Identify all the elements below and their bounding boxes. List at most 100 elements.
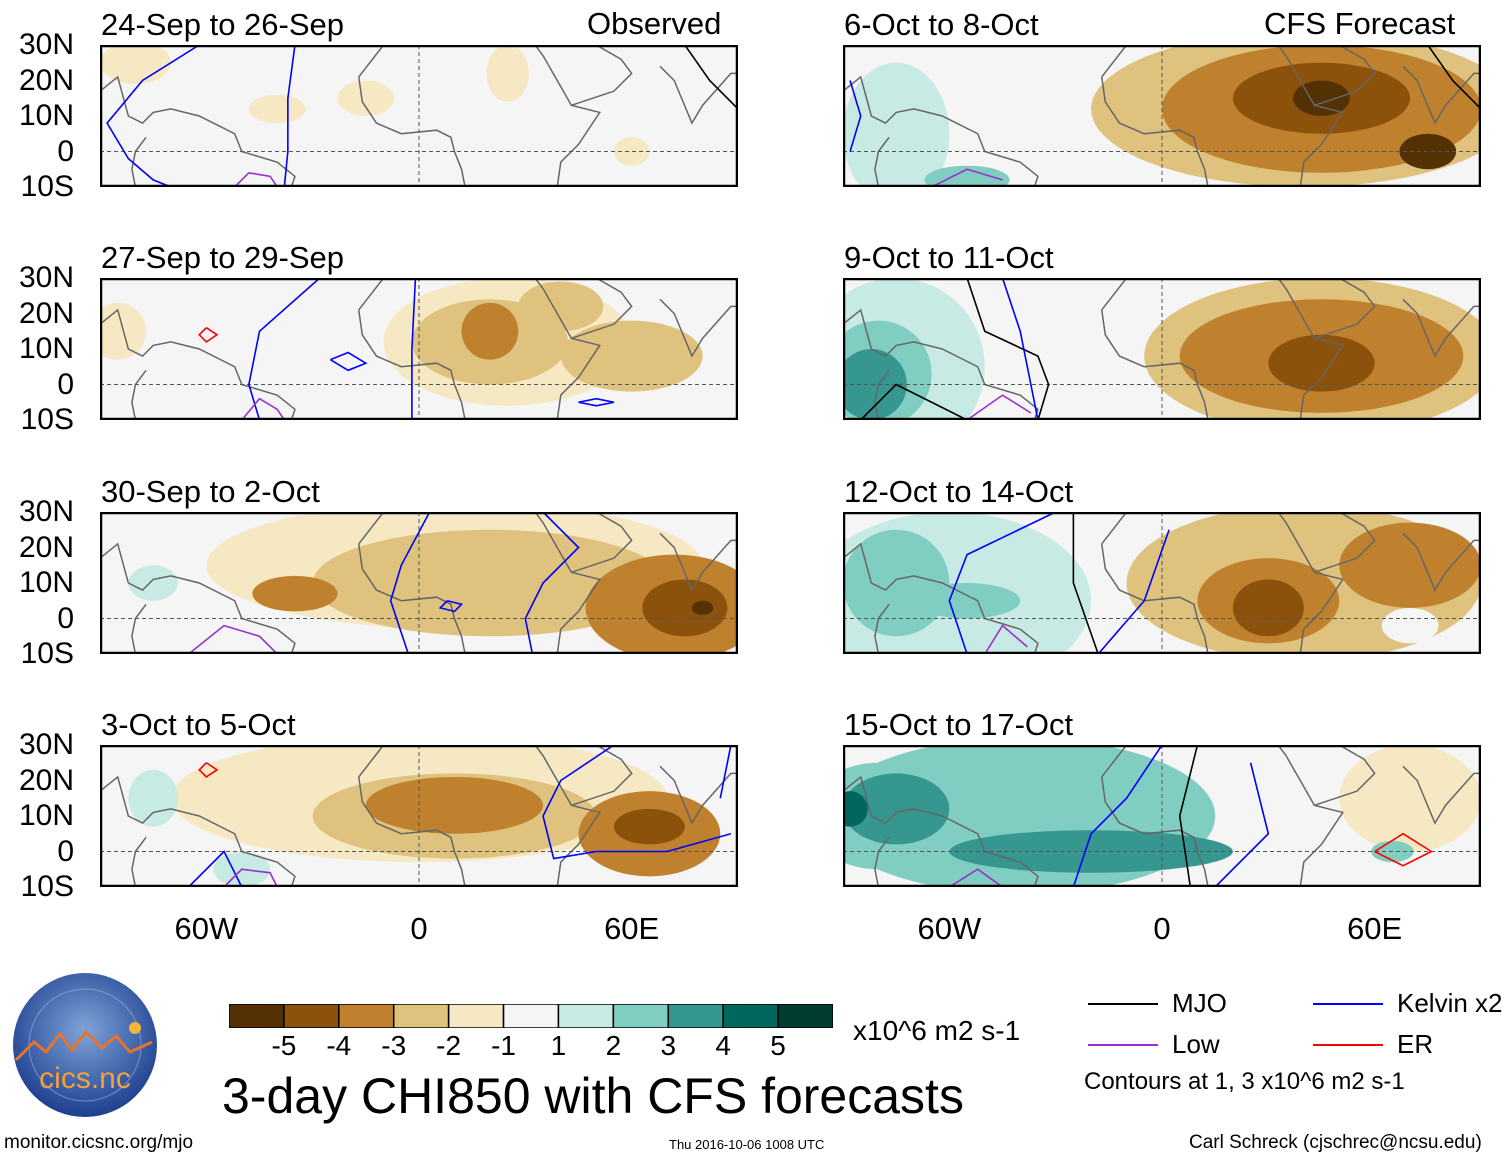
kelvin-contour [542,815,732,860]
map-frame [843,45,1481,187]
lat-tick-label: 0 [57,601,74,635]
coastline [1101,776,1209,887]
anomaly-region [843,773,950,845]
coastline [358,776,466,887]
kelvin-contour [578,397,615,407]
coastline [358,512,601,654]
contour-note: Contours at 1, 3 x10^6 m2 s-1 [1084,1068,1405,1095]
low-contour [223,868,278,887]
lon-tick-label: 60E [1347,911,1403,946]
coastline [100,308,296,420]
colorbar-bin [338,1004,395,1028]
legend-swatch [1088,1003,1158,1005]
panel-title: 30-Sep to 2-Oct [101,474,320,509]
er-contour [198,327,219,343]
coastline [1314,278,1376,340]
coastline [1314,45,1376,107]
anomaly-region [691,600,714,615]
anomaly-region [461,302,519,360]
anomaly-region [128,769,178,827]
colorbar-tick-label: -1 [491,1030,516,1061]
coastline [1402,532,1481,592]
header-cfs-forecast: CFS Forecast [1264,6,1456,41]
lon-tick-label: 60W [174,911,239,946]
kelvin-contour [524,512,580,654]
kelvin-contour [283,45,296,187]
map-frame [100,45,738,187]
er-contour [198,762,219,778]
low-contour [234,171,278,187]
low-contour [188,624,278,654]
coastline [358,45,601,187]
coastline [659,65,738,125]
lat-tick-label: 30N [18,728,74,761]
anomaly-region [1339,745,1481,852]
legend-label: MJO [1172,988,1227,1018]
coastline [1402,765,1481,825]
coastline [100,75,296,187]
colorbar-tick-label: 1 [550,1030,567,1061]
colorbar-bin [722,1004,779,1028]
map-panel [843,278,1481,420]
figure-title: 3-day CHI850 with CFS forecasts [222,1068,964,1124]
coastline [131,603,147,654]
kelvin-contour [329,351,368,372]
coastline [1101,278,1344,420]
legend-label: ER [1397,1029,1434,1059]
colorbar-tick-label: 2 [605,1030,622,1061]
er-contour [1374,832,1434,867]
anomaly-region [913,583,1021,619]
coastline [100,542,296,654]
kelvin-contour [411,278,417,420]
anomaly-region [924,165,1010,187]
legend-swatch [1088,1044,1158,1046]
map-frame [100,512,738,654]
coastline [874,136,890,187]
coastline [571,745,633,807]
colorbar-bin [502,1004,560,1028]
lat-tick-label: 10S [20,870,74,903]
colorbar-bin [392,1004,450,1028]
lat-tick-label: 10N [18,332,74,365]
coastline [131,136,147,187]
lat-tick-label: 20N [18,763,74,797]
panel-title: 12-Oct to 14-Oct [844,474,1074,509]
anomaly-region [613,137,650,166]
colorbar-bin [557,1004,615,1028]
mjo-contour [1072,512,1099,654]
footer-url[interactable]: monitor.cicsnc.org/mjo [4,1132,194,1153]
coastline [1314,745,1376,807]
coastline [659,532,738,592]
lat-tick-label: 10S [20,403,74,436]
lon-tick-label: 0 [1153,911,1171,946]
coastline [571,512,633,574]
kelvin-contour [719,745,732,799]
coastline [358,278,601,420]
panel-title: 9-Oct to 11-Oct [844,240,1054,275]
coastline [1314,512,1376,574]
coastline [1101,543,1209,654]
anomaly-region [613,808,685,845]
anomaly-region [843,62,950,187]
coastline [1402,65,1481,125]
coastline [131,836,147,887]
mjo-contour [684,45,738,110]
anomaly-region [248,94,306,124]
lat-tick-label: 30N [18,495,74,528]
coastline [1101,45,1344,187]
map-panel [843,745,1481,887]
anomaly-region [518,281,604,332]
panel-title: 27-Sep to 29-Sep [101,240,345,275]
panel-title: 15-Oct to 17-Oct [844,707,1074,742]
colorbar-bin [667,1004,724,1028]
anomaly-region [312,529,668,637]
anomaly-region [365,776,544,834]
kelvin-contour [438,599,464,613]
low-contour [966,394,1032,420]
coastline [843,75,1039,187]
header-observed: Observed [587,6,722,41]
anomaly-region [642,579,728,637]
legend-swatch [1313,1003,1383,1005]
map-frame [100,745,738,887]
kelvin-contour [389,512,431,654]
